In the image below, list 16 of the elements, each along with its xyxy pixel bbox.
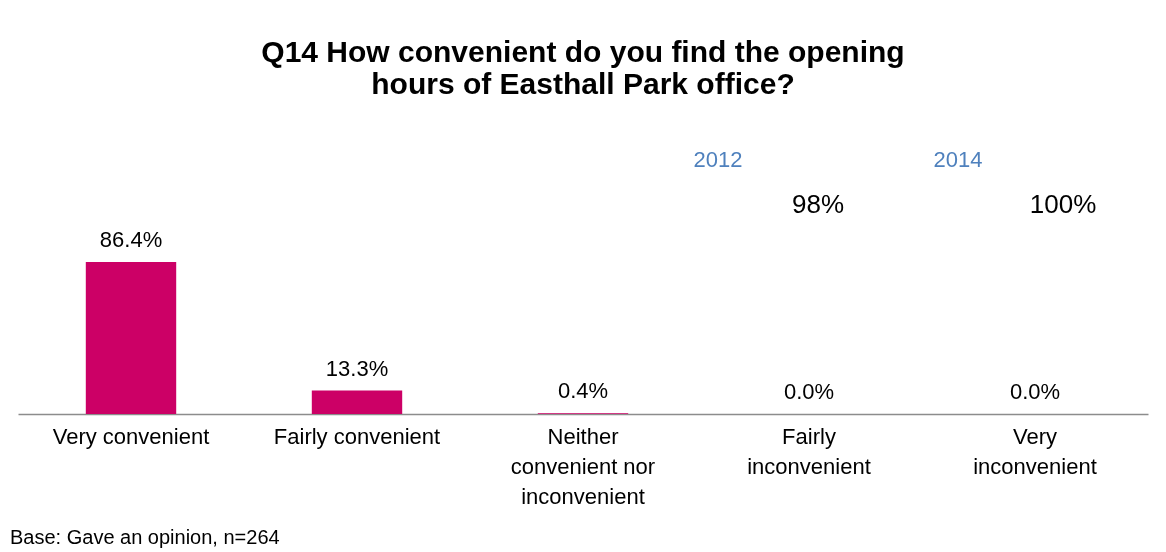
data-label: 0.0% — [783, 379, 835, 404]
text: 100% — [1029, 189, 1097, 219]
x-tick-label: Very inconvenient — [973, 423, 1097, 479]
text: 2014 — [933, 147, 983, 172]
data-label: 13.3% — [325, 355, 389, 381]
x-tick-label: Neither convenient nor inconvenient — [510, 423, 656, 509]
data-label: 86.4% — [99, 227, 163, 252]
data-label: 0.0% — [1009, 379, 1061, 404]
text: Base: Gave an opinion, n=264 — [10, 526, 280, 548]
data-label: 0.4% — [557, 378, 609, 404]
text: 2012 — [693, 147, 743, 172]
x-tick-label: Fairly inconvenient — [747, 423, 871, 479]
chart-title: Q14 How convenient do you find the opening hours of Easthall Park office? — [261, 35, 905, 100]
x-tick-label: Very convenient — [52, 423, 210, 449]
x-tick-label: Fairly convenient — [273, 423, 441, 449]
text: 98% — [791, 189, 845, 219]
